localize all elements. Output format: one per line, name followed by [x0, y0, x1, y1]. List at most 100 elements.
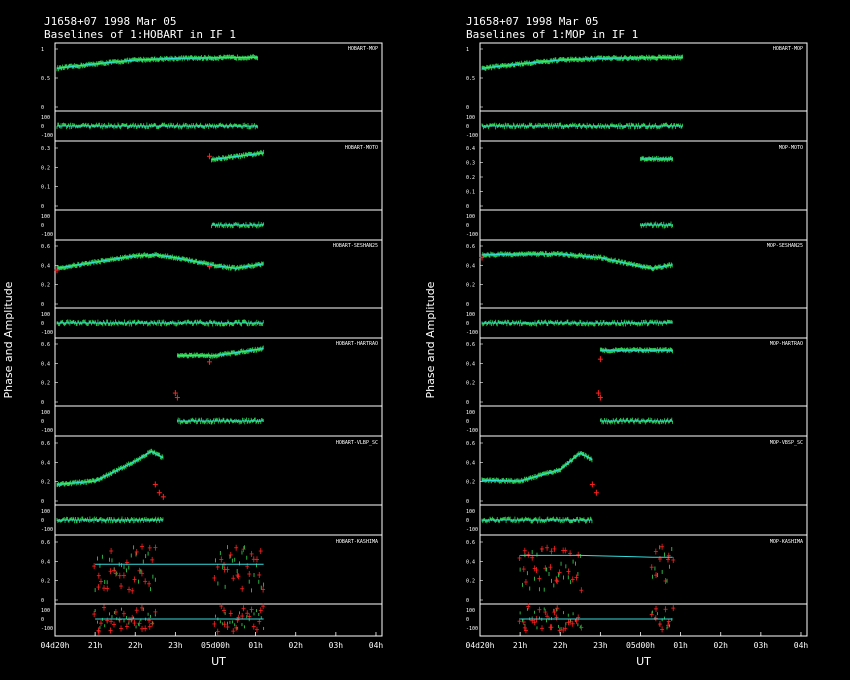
amp-tick-label: 0.4: [41, 460, 50, 466]
amp-tick-label: 0: [41, 204, 44, 210]
amp-tick-label: 0.4: [41, 361, 50, 367]
phase-tick-label: 0: [41, 419, 44, 425]
x-tick-label: 23h: [593, 641, 608, 650]
amp-tick-label: 0.2: [41, 381, 50, 387]
phase-tick-label: -100: [41, 232, 53, 238]
phase-tick-label: 0: [466, 223, 469, 229]
phase-tick-label: 0: [466, 321, 469, 327]
phase-tick-label: -100: [41, 626, 53, 632]
phase-tick-label: 0: [41, 124, 44, 130]
x-tick-label: 02h: [714, 641, 729, 650]
x-tick-label: 22h: [553, 641, 568, 650]
phase-tick-label: 0: [41, 617, 44, 623]
chart-subtitle: Baselines of 1:HOBART in IF 1: [44, 28, 236, 41]
amp-tick-label: 0.1: [41, 185, 50, 191]
amp-tick-label: 0.4: [466, 361, 475, 367]
amp-tick-label: 0.2: [41, 579, 50, 585]
amp-tick-label: 1: [466, 47, 469, 53]
phase-tick-label: -100: [466, 527, 478, 533]
phase-tick-label: -100: [41, 133, 53, 139]
amp-tick-label: 0.6: [41, 540, 50, 546]
baseline-panel: [480, 48, 807, 142]
amp-tick-label: 0.1: [466, 190, 475, 196]
amp-tick-label: 0.6: [466, 441, 475, 447]
amp-tick-label: 0.2: [466, 480, 475, 486]
phase-tick-label: 100: [41, 509, 50, 515]
y-axis-label: Phase and Amplitude: [2, 281, 15, 398]
x-tick-label: 22h: [128, 641, 143, 650]
x-tick-label: 21h: [513, 641, 528, 650]
amp-tick-label: 0.4: [466, 460, 475, 466]
model-amp-line: [520, 554, 673, 558]
baseline-label: HOBART-VLBP_SC: [336, 440, 378, 446]
phase-tick-label: -100: [466, 428, 478, 434]
phase-tick-label: -100: [41, 428, 53, 434]
amp-tick-label: 0.6: [466, 342, 475, 348]
amp-tick-label: 0: [466, 105, 469, 111]
baseline-label: HOBART-MOP: [773, 46, 803, 52]
amp-tick-label: 0: [466, 598, 469, 604]
amp-tick-label: 0.6: [41, 244, 50, 250]
amp-tick-label: 0.2: [41, 283, 50, 289]
baseline-panel: [480, 343, 807, 437]
amp-tick-label: 0.6: [41, 441, 50, 447]
amp-tick-label: 0: [41, 105, 44, 111]
baseline-panel: [55, 147, 382, 241]
x-tick-label: 23h: [168, 641, 183, 650]
amp-tick-label: 1: [41, 47, 44, 53]
amp-tick-label: 0: [466, 302, 469, 308]
amp-tick-label: 0.2: [41, 165, 50, 171]
amp-tick-label: 0.4: [466, 559, 475, 565]
chart-title: J1658+07 1998 Mar 05: [466, 15, 598, 28]
baseline-panel: [480, 442, 807, 536]
model-amp-line: [211, 152, 264, 161]
plot-frame: [54, 42, 383, 637]
x-tick-label: 04h: [369, 641, 384, 650]
baseline-label: HOBART-HARTRAO: [336, 341, 378, 347]
phase-tick-label: 100: [466, 115, 475, 121]
model-amp-line: [56, 56, 258, 69]
x-tick-label: 04h: [794, 641, 809, 650]
baseline-label: MOP-MOTO: [779, 145, 803, 151]
amp-tick-label: 0: [41, 499, 44, 505]
phase-tick-label: 0: [466, 518, 469, 524]
x-tick-label: 02h: [289, 641, 304, 650]
phase-tick-label: 100: [466, 214, 475, 220]
amp-tick-label: 0.5: [41, 76, 50, 82]
amp-tick-label: 0.2: [41, 480, 50, 486]
phase-tick-label: 0: [466, 419, 469, 425]
x-tick-label: 05d00h: [201, 641, 230, 650]
phase-tick-label: -100: [41, 330, 53, 336]
baseline-label: MOP-VBSP_SC: [770, 440, 803, 446]
baseline-panel: [55, 48, 382, 142]
model-amp-line: [481, 452, 593, 482]
x-tick-label: 03h: [754, 641, 769, 650]
x-tick-label: 01h: [673, 641, 688, 650]
x-tick-label: 05d00h: [626, 641, 655, 650]
phase-tick-label: 0: [466, 617, 469, 623]
amp-tick-label: 0.6: [466, 540, 475, 546]
baseline-panel: [55, 442, 382, 536]
chart-subtitle: Baselines of 1:MOP in IF 1: [466, 28, 638, 41]
amp-tick-label: 0.2: [466, 579, 475, 585]
baseline-panel: [55, 541, 382, 635]
baseline-label: HOBART-MOTO: [345, 145, 378, 151]
amp-tick-label: 0: [466, 499, 469, 505]
x-tick-label: 04d20h: [41, 641, 70, 650]
baseline-panel: [55, 343, 382, 437]
amp-tick-label: 0.5: [466, 76, 475, 82]
baseline-label: HOBART-MOP: [348, 46, 378, 52]
phase-tick-label: -100: [466, 626, 478, 632]
x-tick-label: 03h: [329, 641, 344, 650]
amp-tick-label: 0.4: [466, 263, 475, 269]
amp-tick-label: 0.4: [466, 146, 475, 152]
plot-frame: [479, 42, 808, 637]
amp-tick-label: 0.2: [466, 381, 475, 387]
x-tick-label: 21h: [88, 641, 103, 650]
baseline-label: MOP-KASHIMA: [770, 539, 803, 545]
baseline-label: MOP-HARTRAO: [770, 341, 803, 347]
phase-tick-label: 0: [41, 518, 44, 524]
x-axis-label: UT: [211, 655, 226, 668]
amp-tick-label: 0.3: [466, 161, 475, 167]
